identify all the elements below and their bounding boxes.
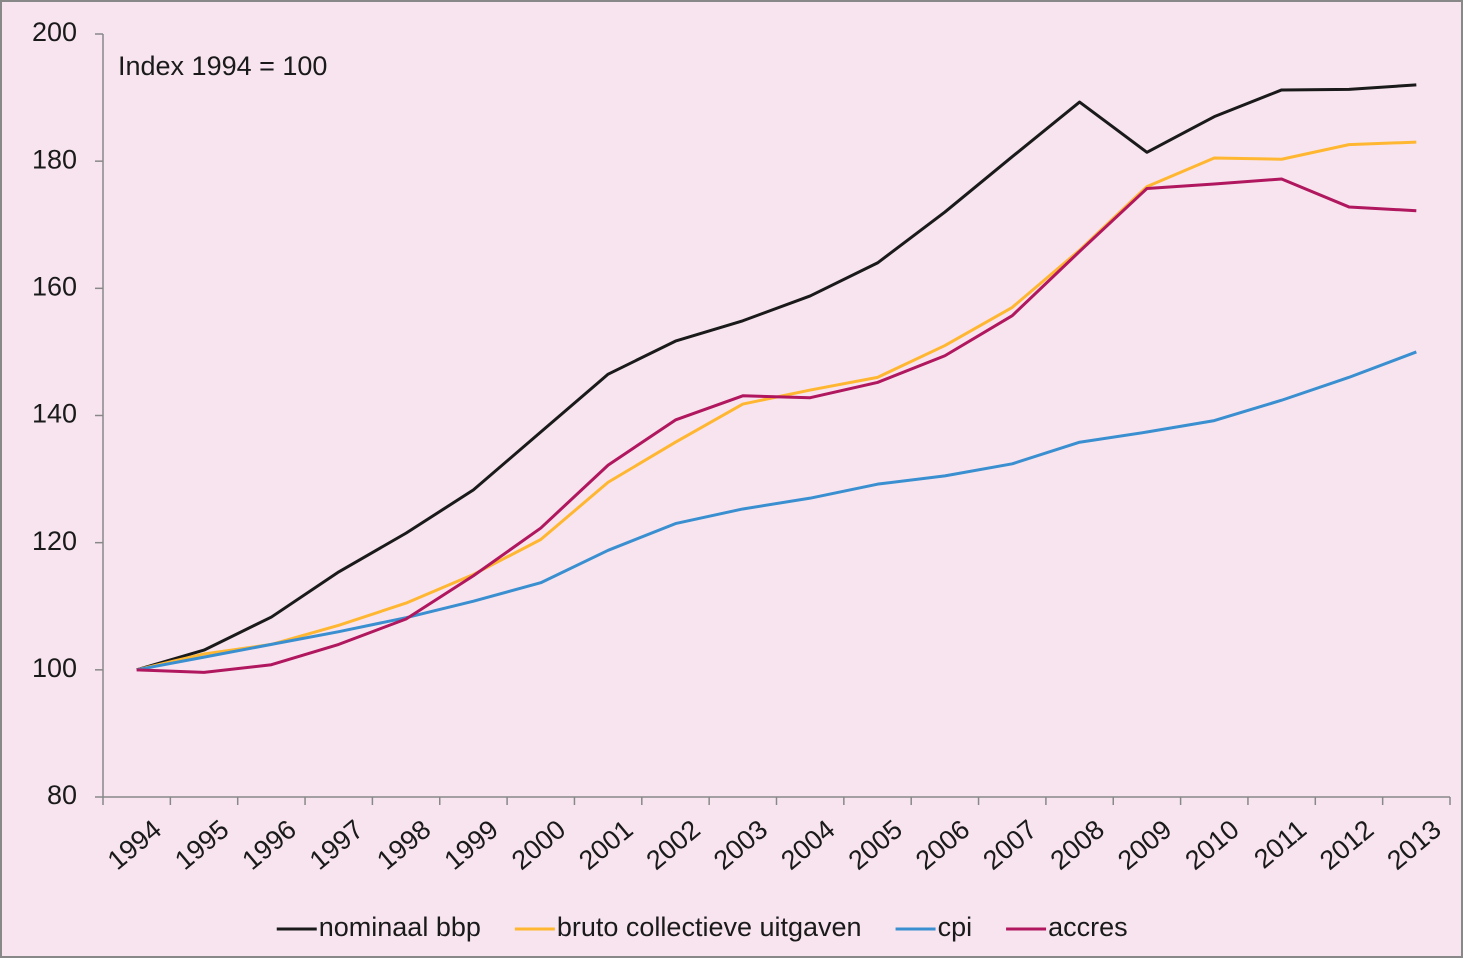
series-line [136,350,1417,672]
y-tick-label: 80 [47,780,77,810]
legend-label: nominaal bbp [319,912,481,942]
y-tick-label: 120 [32,526,77,556]
legend-label: cpi [938,912,973,942]
y-tick-label: 200 [32,17,77,47]
annotation: Index 1994 = 100 [118,51,327,81]
series-line [136,177,1417,674]
legend-label: accres [1048,912,1128,942]
series-line [136,83,1417,672]
y-tick-label: 140 [32,399,77,429]
legend-label: bruto collectieve uitgaven [557,912,862,942]
y-tick-label: 100 [32,653,77,683]
y-tick-label: 160 [32,271,77,301]
y-tick-label: 180 [32,144,77,174]
